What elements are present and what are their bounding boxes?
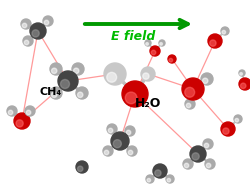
Circle shape bbox=[22, 23, 27, 28]
Text: CH₄: CH₄ bbox=[40, 87, 62, 97]
Circle shape bbox=[25, 106, 35, 116]
Circle shape bbox=[191, 153, 198, 160]
Circle shape bbox=[140, 67, 154, 81]
Circle shape bbox=[77, 92, 82, 98]
Circle shape bbox=[126, 130, 130, 135]
Circle shape bbox=[76, 161, 88, 173]
Circle shape bbox=[124, 126, 134, 136]
Circle shape bbox=[60, 80, 69, 88]
Circle shape bbox=[26, 110, 31, 115]
Circle shape bbox=[50, 87, 62, 99]
Circle shape bbox=[144, 40, 150, 46]
Circle shape bbox=[72, 63, 84, 75]
Circle shape bbox=[234, 118, 238, 122]
Circle shape bbox=[102, 146, 113, 156]
Circle shape bbox=[204, 159, 214, 169]
Circle shape bbox=[150, 46, 159, 56]
Circle shape bbox=[146, 178, 150, 182]
Circle shape bbox=[159, 43, 162, 45]
Circle shape bbox=[142, 73, 148, 79]
Circle shape bbox=[220, 122, 234, 136]
Circle shape bbox=[239, 73, 242, 75]
Circle shape bbox=[189, 146, 205, 162]
Text: E field: E field bbox=[110, 30, 154, 43]
Circle shape bbox=[184, 87, 194, 97]
Circle shape bbox=[181, 78, 203, 100]
Circle shape bbox=[14, 113, 30, 129]
Circle shape bbox=[106, 72, 116, 82]
Circle shape bbox=[58, 71, 78, 91]
Circle shape bbox=[51, 92, 57, 98]
Circle shape bbox=[50, 63, 62, 75]
Circle shape bbox=[51, 68, 57, 74]
Circle shape bbox=[184, 99, 194, 109]
Circle shape bbox=[30, 23, 46, 39]
Circle shape bbox=[220, 27, 228, 35]
Circle shape bbox=[7, 106, 17, 116]
Circle shape bbox=[77, 166, 82, 171]
Circle shape bbox=[125, 92, 136, 104]
Circle shape bbox=[167, 55, 175, 63]
Circle shape bbox=[240, 83, 245, 88]
Circle shape bbox=[113, 140, 121, 148]
Circle shape bbox=[43, 16, 53, 26]
Text: H₂O: H₂O bbox=[134, 97, 160, 110]
Circle shape bbox=[204, 143, 208, 148]
Circle shape bbox=[222, 128, 228, 134]
Circle shape bbox=[110, 132, 128, 150]
Circle shape bbox=[128, 150, 132, 155]
Circle shape bbox=[221, 30, 225, 34]
Circle shape bbox=[186, 103, 190, 108]
Circle shape bbox=[104, 150, 108, 155]
Circle shape bbox=[207, 34, 221, 48]
Circle shape bbox=[233, 115, 241, 123]
Circle shape bbox=[73, 68, 78, 74]
Circle shape bbox=[23, 36, 33, 46]
Circle shape bbox=[202, 78, 207, 84]
Circle shape bbox=[200, 73, 212, 85]
Circle shape bbox=[108, 128, 112, 133]
Circle shape bbox=[126, 146, 136, 156]
Circle shape bbox=[238, 78, 250, 90]
Circle shape bbox=[154, 170, 160, 176]
Circle shape bbox=[104, 63, 126, 85]
Circle shape bbox=[44, 20, 48, 25]
Circle shape bbox=[106, 124, 117, 134]
Circle shape bbox=[151, 50, 155, 55]
Circle shape bbox=[76, 87, 88, 99]
Circle shape bbox=[168, 58, 172, 62]
Circle shape bbox=[21, 19, 31, 29]
Circle shape bbox=[24, 40, 29, 45]
Circle shape bbox=[165, 175, 173, 183]
Circle shape bbox=[16, 120, 23, 127]
Circle shape bbox=[152, 164, 166, 178]
Circle shape bbox=[166, 178, 170, 182]
Circle shape bbox=[238, 70, 244, 76]
Circle shape bbox=[209, 40, 215, 46]
Circle shape bbox=[182, 159, 192, 169]
Circle shape bbox=[32, 30, 39, 37]
Circle shape bbox=[8, 110, 13, 115]
Circle shape bbox=[158, 40, 164, 46]
Circle shape bbox=[202, 139, 212, 149]
Circle shape bbox=[122, 81, 148, 107]
Circle shape bbox=[145, 43, 148, 45]
Circle shape bbox=[184, 163, 188, 168]
Circle shape bbox=[146, 175, 154, 183]
Circle shape bbox=[206, 163, 210, 168]
